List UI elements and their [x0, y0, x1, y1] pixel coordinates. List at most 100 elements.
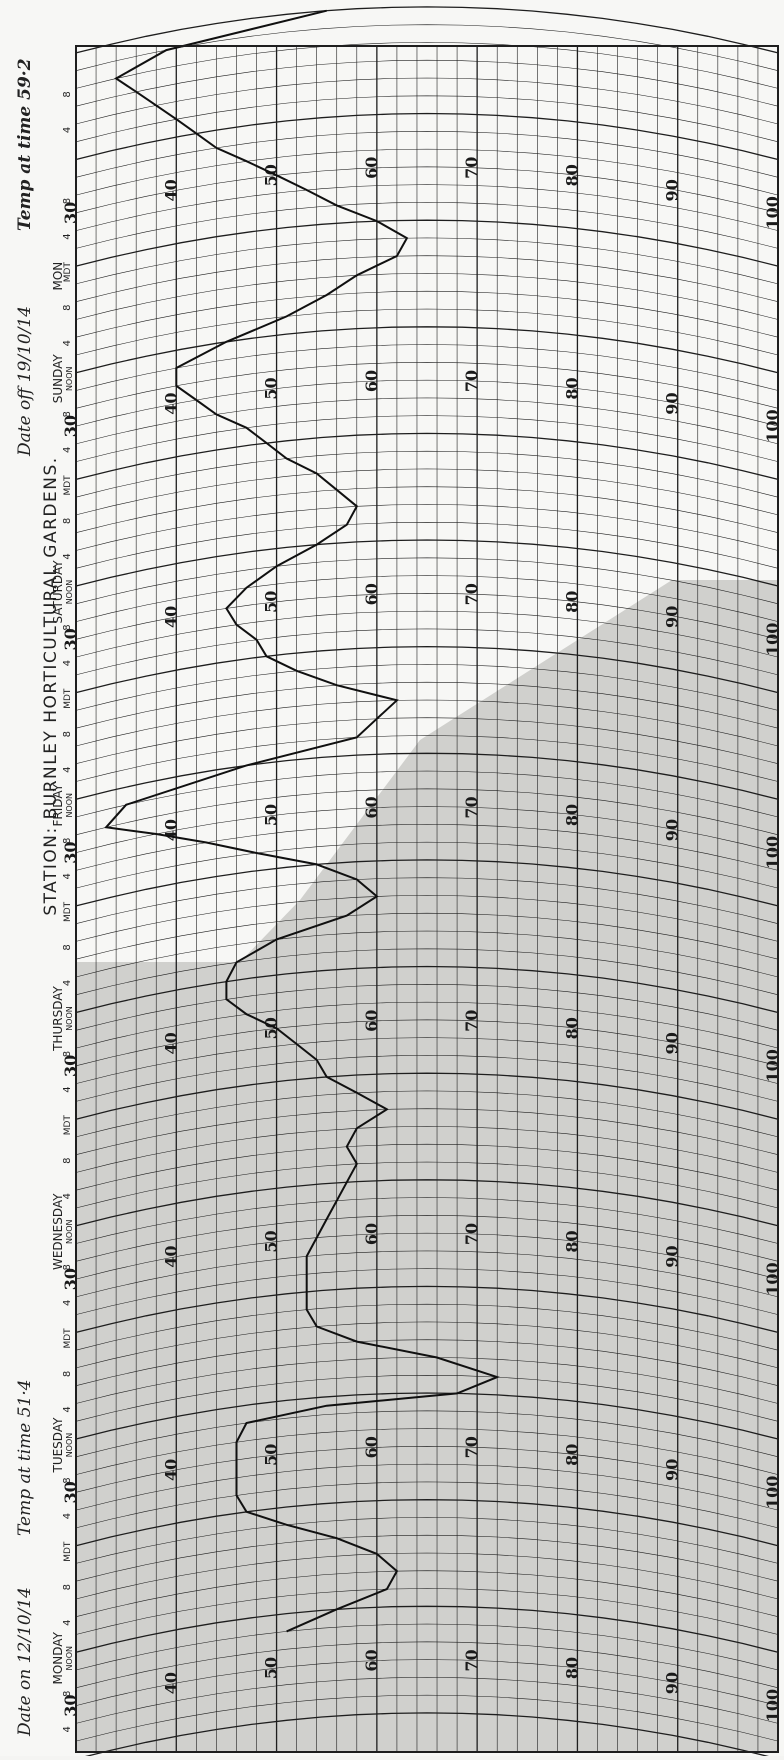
temperature-tick-label: 90 — [663, 179, 682, 201]
day-label: TUESDAY — [51, 1417, 65, 1474]
day-label: MON — [51, 262, 65, 291]
chart-title: STATION: BURNLEY HORTICULTURAL GARDENS. — [41, 456, 61, 915]
midnight-label: MDT — [63, 901, 73, 922]
temperature-tick-label: 60 — [362, 583, 381, 605]
temperature-tick-label: 80 — [562, 164, 581, 186]
time-gridline — [75, 1232, 779, 1280]
time-gridline — [75, 664, 779, 711]
time-gridline — [75, 610, 779, 658]
time-gridline — [75, 77, 779, 125]
time-gridline — [75, 1108, 779, 1155]
temperature-tick-label: 90 — [663, 606, 682, 628]
temperature-tick-label: 50 — [262, 591, 281, 613]
time-gridline — [75, 841, 779, 889]
time-gridline — [75, 1659, 779, 1706]
time-gridline — [75, 1037, 779, 1084]
hour-label: 4 — [62, 1406, 73, 1412]
time-gridline — [75, 1215, 779, 1262]
time-gridline — [75, 1250, 779, 1298]
temperature-tick-label: 90 — [663, 1032, 682, 1054]
time-gridline — [75, 948, 779, 996]
time-gridline — [75, 557, 779, 605]
temperature-tick-label: 70 — [462, 1649, 481, 1671]
temperature-tick-label: 40 — [161, 606, 180, 628]
temperature-tick-label: 80 — [562, 377, 581, 399]
hour-label: 4 — [62, 980, 73, 986]
time-gridline — [75, 575, 779, 622]
day-label: WEDNESDAY — [51, 1193, 65, 1270]
time-gridline — [75, 930, 779, 978]
time-gridline — [75, 1392, 779, 1440]
time-gridline — [75, 1019, 779, 1067]
time-gridline — [75, 593, 779, 640]
day-label: SATURDAY — [51, 560, 65, 624]
time-gridline — [75, 965, 779, 1014]
temperature-trace — [104, 9, 501, 1633]
time-gridline — [75, 912, 779, 960]
hour-label: 8 — [62, 838, 73, 844]
temperature-tick-label: 40 — [161, 1459, 180, 1481]
time-gridline — [75, 362, 779, 409]
midnight-label: MDT — [63, 262, 73, 283]
temperature-tick-label: 90 — [663, 819, 682, 841]
time-gridline — [75, 645, 779, 694]
time-gridline — [75, 1001, 779, 1049]
time-gridline — [75, 184, 779, 231]
noon-label: NOON — [65, 580, 74, 605]
hour-label: 8 — [62, 411, 73, 417]
time-gridline — [75, 699, 779, 747]
time-gridline — [75, 1517, 779, 1564]
temperature-tick-label: 60 — [362, 370, 381, 392]
time-gridline — [75, 1712, 779, 1760]
hour-label: 4 — [62, 127, 73, 133]
hour-label: 8 — [62, 1584, 73, 1590]
hour-label: 8 — [62, 91, 73, 97]
temperature-tick-label: 60 — [362, 1436, 381, 1458]
hour-label: 4 — [62, 1193, 73, 1199]
time-gridline — [75, 308, 779, 356]
time-gridline — [75, 1055, 779, 1102]
time-gridline — [75, 770, 779, 818]
time-gridline — [75, 1339, 779, 1386]
temperature-tick-label: 100 — [763, 1689, 782, 1722]
temperature-tick-label: 80 — [562, 1017, 581, 1039]
time-gridline — [75, 859, 779, 907]
temperature-tick-label: 50 — [262, 377, 281, 399]
time-gridline — [75, 522, 779, 569]
time-gridline — [75, 326, 779, 374]
hour-label: 4 — [62, 873, 73, 879]
temperature-tick-label: 80 — [562, 1230, 581, 1252]
temperature-tick-label: 100 — [763, 196, 782, 229]
time-gridline — [75, 1161, 779, 1209]
chart-border — [75, 45, 779, 1753]
noon-label: NOON — [65, 366, 74, 391]
time-gridline — [75, 1694, 779, 1742]
time-gridline — [75, 219, 779, 267]
time-gridline — [75, 379, 779, 427]
hour-label: 4 — [62, 1513, 73, 1519]
date-on-label: Date on 12/10/14 — [15, 1587, 35, 1737]
time-gridline — [75, 1570, 779, 1617]
temperature-tick-label: 100 — [763, 623, 782, 656]
time-gridline — [75, 1463, 779, 1511]
temperature-tick-label: 70 — [462, 796, 481, 818]
hour-label: 4 — [62, 447, 73, 453]
temperature-tick-label: 90 — [663, 1245, 682, 1267]
noon-label: NOON — [65, 793, 74, 818]
temperature-tick-label: 70 — [462, 1223, 481, 1245]
time-gridline — [75, 1623, 779, 1671]
time-gridline — [75, 1321, 779, 1369]
time-gridline — [75, 112, 779, 161]
time-gridline — [75, 468, 779, 516]
temperature-tick-label: 60 — [362, 1010, 381, 1032]
time-gridline — [75, 504, 779, 551]
time-gridline — [75, 148, 779, 196]
temperature-tick-label: 100 — [763, 409, 782, 442]
time-gridline — [75, 202, 779, 249]
time-gridline — [75, 1677, 779, 1724]
temperature-tick-label: 70 — [462, 583, 481, 605]
hour-label: 4 — [62, 233, 73, 239]
hour-label: 8 — [62, 518, 73, 524]
time-gridline — [75, 1481, 779, 1529]
